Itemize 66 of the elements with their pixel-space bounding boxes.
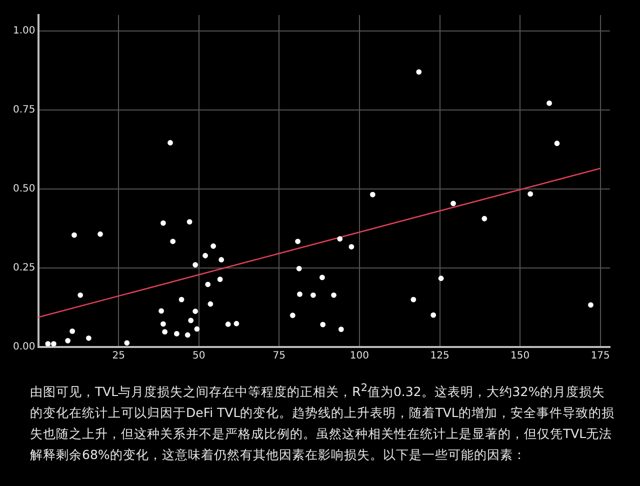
point: [158, 308, 164, 314]
point: [208, 301, 214, 307]
point: [45, 341, 51, 347]
point: [320, 274, 325, 280]
point: [86, 335, 92, 341]
point: [554, 140, 560, 146]
point: [217, 276, 223, 282]
point: [162, 329, 168, 335]
point: [290, 312, 296, 318]
point: [297, 291, 302, 297]
y-tick-label: 0.25: [13, 262, 36, 274]
point: [430, 312, 436, 318]
point: [310, 292, 316, 298]
point: [160, 220, 166, 226]
point: [234, 320, 240, 326]
y-tick-label: 1.00: [13, 25, 36, 36]
text: 由图可见，TVL与月度损失之间存在中等程度的正相关，R$^{2}$值为0.32。这表明，大约32%的月度损失的变化在统计上可以归因于DeFi TVL的变化。趋势线的上升表明，随着TVL的增加，安全事件导致的损失也随之上升，但这种关系并不是严格成比例的。虽然这种相关性在统计上是显著的，但仅凭TVL无法解释剩余68%的变化，这意味着仍然有其他因素在影响损失。以下是一些可能的因素：: [30, 381, 616, 464]
point: [348, 244, 354, 250]
point: [210, 243, 216, 249]
point: [225, 322, 231, 327]
point: [370, 192, 376, 198]
point: [184, 332, 190, 338]
y-tick-label: 0.50: [13, 184, 36, 194]
x-tick-label: 125: [430, 350, 450, 362]
point: [72, 232, 77, 238]
point: [588, 302, 594, 308]
point: [218, 257, 224, 262]
point: [450, 200, 456, 206]
point: [192, 262, 198, 268]
point: [168, 140, 173, 146]
point: [174, 331, 180, 336]
point: [160, 321, 166, 327]
x-tick-label: 50: [192, 350, 206, 362]
point: [124, 340, 130, 346]
point: [320, 322, 326, 328]
point: [98, 231, 103, 237]
point: [65, 338, 71, 344]
point: [295, 238, 300, 244]
y-tick-label: 0.00: [13, 342, 36, 353]
point: [78, 292, 84, 298]
x-tick-label: 75: [272, 350, 286, 362]
point: [178, 296, 184, 302]
point: [528, 191, 534, 197]
point: [202, 252, 208, 258]
x-tick-label: 100: [350, 350, 370, 362]
point: [194, 326, 200, 332]
x-tick-label: 25: [112, 350, 125, 362]
point: [192, 308, 198, 314]
point: [331, 292, 336, 298]
point: [410, 296, 416, 302]
point: [337, 236, 343, 242]
x-tick-label: 150: [510, 350, 530, 362]
point: [338, 326, 344, 332]
x-tick-label: 175: [590, 350, 610, 362]
point: [482, 216, 488, 222]
point: [416, 69, 422, 75]
point: [296, 266, 302, 272]
point: [546, 100, 552, 106]
point: [70, 328, 76, 334]
point: [170, 238, 176, 244]
point: [438, 276, 444, 282]
point: [205, 282, 211, 288]
point: [186, 219, 192, 224]
point: [50, 341, 56, 347]
point: [188, 318, 194, 324]
y-tick-label: 0.75: [13, 104, 36, 116]
